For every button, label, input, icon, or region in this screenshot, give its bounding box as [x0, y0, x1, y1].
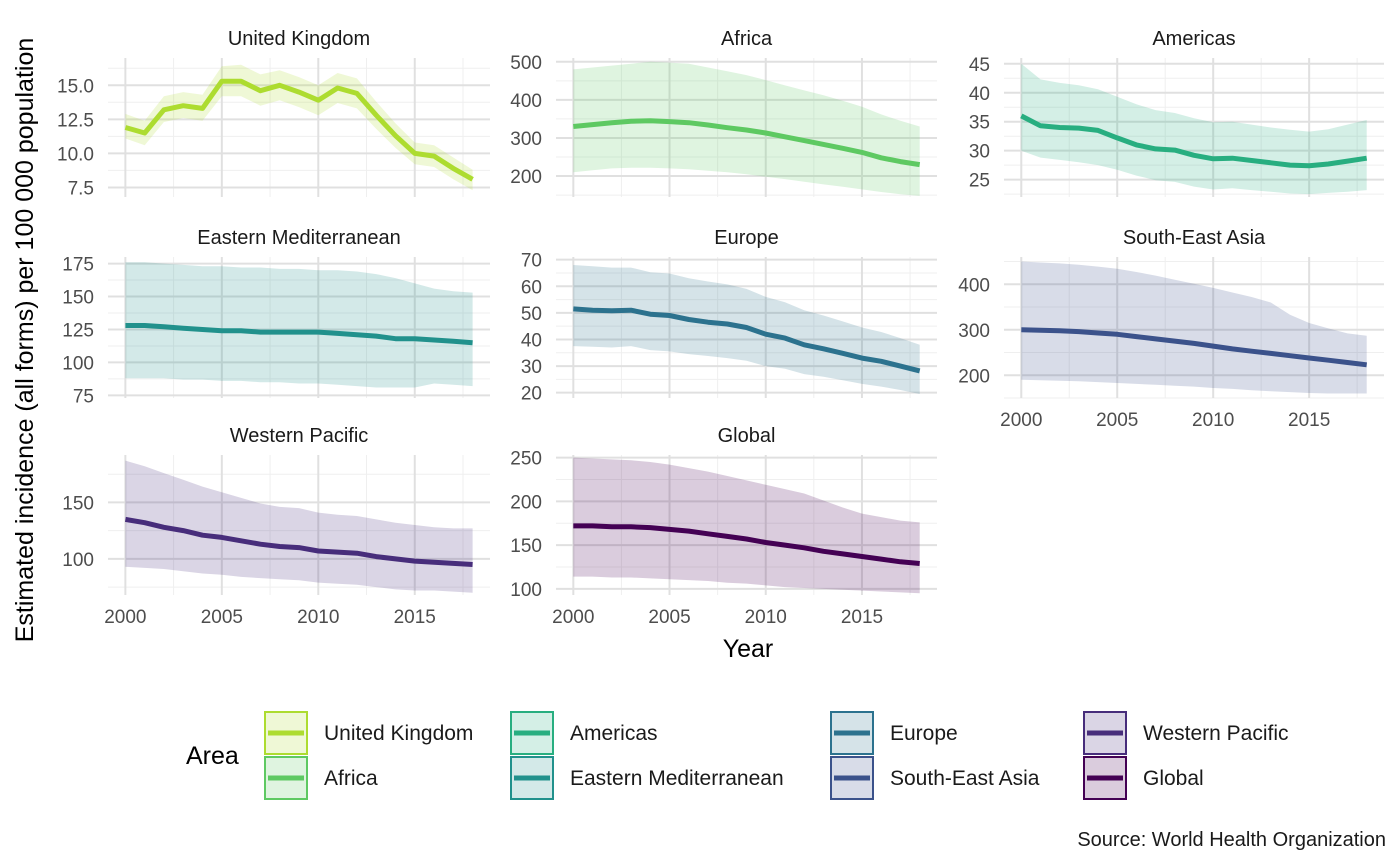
series-line: [125, 323, 473, 346]
y-tick-label: 70: [521, 251, 542, 272]
series-line: [573, 118, 921, 168]
y-tick-label: 60: [521, 277, 542, 298]
y-tick-label: 100: [62, 353, 94, 374]
x-tick-label: 2000: [104, 607, 146, 628]
panel-eastern-mediterranean: Eastern Mediterranean 75 100 125 150 175: [62, 227, 490, 407]
legend: United Kingdom Africa Americas Eastern Medi…: [264, 711, 1289, 800]
y-tick-label: 400: [958, 275, 990, 296]
y-tick-label: 40: [521, 330, 542, 351]
legend-item: Global: [1083, 756, 1204, 800]
legend-label: Americas: [570, 722, 658, 745]
legend-label: Europe: [890, 722, 958, 745]
source-caption: Source: World Health Organization: [1077, 829, 1386, 851]
panel-title: Europe: [714, 227, 779, 249]
y-tick-label: 7.5: [68, 178, 94, 199]
x-tick-label: 2015: [1288, 410, 1330, 431]
series-line: [124, 78, 474, 182]
x-tick-label: 2005: [1096, 410, 1138, 431]
panel-united-kingdom: United Kingdom 7.5 10.0 12.5 15.0: [57, 28, 490, 199]
y-tick-label: 150: [62, 288, 94, 309]
legend-item: Western Pacific: [1083, 711, 1289, 755]
y-tick-label: 100: [510, 580, 542, 601]
x-tick-label: 2005: [201, 607, 243, 628]
legend-item: Americas: [510, 711, 658, 755]
y-tick-label: 200: [510, 492, 542, 513]
legend-label: South-East Asia: [890, 767, 1040, 790]
legend-item: Europe: [830, 711, 958, 755]
confidence-ribbon: [1021, 261, 1367, 394]
panel-title: United Kingdom: [228, 28, 370, 50]
y-tick-label: 200: [958, 366, 990, 387]
y-tick-label: 40: [969, 84, 990, 105]
chart-panels: United Kingdom 7.5 10.0 12.5 15.0 Africa 200 30…: [57, 28, 1384, 628]
confidence-ribbon: [125, 460, 473, 593]
panel-title: Africa: [721, 28, 773, 50]
panel-global: Global 100 150 200 250 2000 2005 2010 2015: [510, 425, 937, 628]
y-tick-label: 150: [510, 536, 542, 557]
legend-label: Western Pacific: [1143, 722, 1289, 745]
y-tick-label: 300: [510, 129, 542, 150]
y-tick-label: 12.5: [57, 110, 94, 131]
x-axis-title: Year: [723, 635, 774, 663]
y-tick-label: 25: [969, 171, 990, 192]
legend-item: Eastern Mediterranean: [510, 756, 784, 800]
y-tick-label: 400: [510, 91, 542, 112]
y-tick-label: 30: [969, 142, 990, 163]
panel-europe: Europe 20 30 40 50 60 70: [521, 227, 937, 405]
confidence-ribbon: [125, 262, 473, 388]
y-tick-label: 250: [510, 449, 542, 470]
y-tick-label: 45: [969, 55, 990, 76]
y-tick-label: 30: [521, 357, 542, 378]
y-tick-label: 125: [62, 320, 94, 341]
y-tick-label: 500: [510, 53, 542, 74]
legend-label: United Kingdom: [324, 722, 473, 745]
panel-title: Global: [718, 425, 776, 447]
y-tick-label: 50: [521, 304, 542, 325]
panel-africa: Africa 200 300 400 500: [510, 28, 937, 197]
x-tick-label: 2010: [297, 607, 339, 628]
panel-title: Western Pacific: [230, 425, 369, 447]
y-tick-label: 35: [969, 113, 990, 134]
legend-item: South-East Asia: [830, 756, 1040, 800]
panel-title: Americas: [1152, 28, 1235, 50]
x-tick-label: 2000: [552, 607, 594, 628]
legend-title: Area: [186, 742, 239, 770]
series-line: [124, 516, 473, 567]
y-axis-title: Estimated incidence (all forms) per 100 …: [11, 38, 39, 643]
x-tick-label: 2015: [841, 607, 883, 628]
y-tick-label: 200: [510, 167, 542, 188]
confidence-ribbon: [573, 457, 920, 594]
legend-label: Global: [1143, 767, 1204, 790]
legend-label: Eastern Mediterranean: [570, 767, 784, 790]
y-tick-label: 150: [62, 493, 94, 514]
y-tick-label: 300: [958, 321, 990, 342]
confidence-ribbon: [125, 64, 473, 191]
y-tick-label: 15.0: [57, 76, 94, 97]
panel-title: South-East Asia: [1123, 227, 1266, 249]
x-tick-label: 2010: [1192, 410, 1234, 431]
series-line: [573, 306, 921, 374]
legend-item: United Kingdom: [264, 711, 473, 755]
panel-americas: Americas 25 30 35 40 45: [969, 28, 1384, 197]
series-line: [1020, 113, 1368, 169]
x-tick-label: 2015: [394, 607, 436, 628]
y-tick-label: 20: [521, 384, 542, 405]
legend-label: Africa: [324, 767, 378, 790]
series-line: [573, 523, 920, 566]
panel-south-east-asia: South-East Asia 200 300 400 2000 2005 2010 2015: [958, 227, 1384, 431]
y-tick-label: 75: [73, 386, 94, 407]
x-tick-label: 2000: [1000, 410, 1042, 431]
y-tick-label: 10.0: [57, 144, 94, 165]
y-tick-label: 100: [62, 550, 94, 571]
x-tick-label: 2005: [648, 607, 690, 628]
panel-western-pacific: Western Pacific 100 150 2000 2005 2010 2015: [62, 425, 490, 628]
y-tick-label: 175: [62, 255, 94, 276]
panel-title: Eastern Mediterranean: [197, 227, 400, 249]
x-tick-label: 2010: [745, 607, 787, 628]
legend-item: Africa: [264, 756, 378, 800]
series-line: [1021, 327, 1367, 368]
